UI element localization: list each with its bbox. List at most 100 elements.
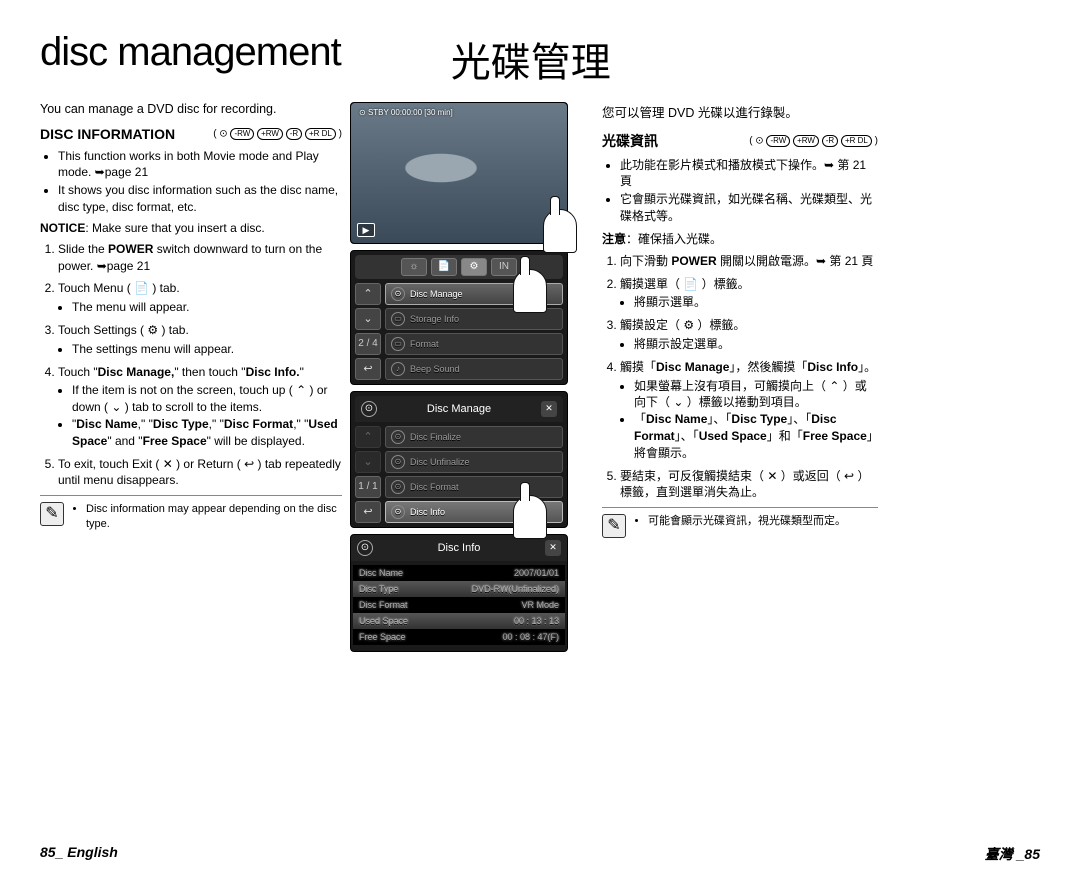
- step-2: 觸摸選單（ 📄 ）標籤。 將顯示選單。: [620, 276, 878, 312]
- screen-title: Disc Info: [438, 542, 481, 554]
- page-footer: 85_ English 臺灣 _85: [40, 844, 1040, 864]
- disc-type-icons: ( ⊙ -RW +RW -R +R DL ): [749, 135, 878, 147]
- bullet-item: It shows you disc information such as th…: [58, 182, 342, 214]
- tab-menu-icon[interactable]: 📄: [431, 258, 457, 276]
- note-icon: ✎: [602, 514, 626, 538]
- substep: "Disc Name," "Disc Type," "Disc Format,"…: [72, 416, 342, 450]
- screen-header: ⊙ Disc Manage ✕: [355, 396, 563, 422]
- step-1: 向下滑動 POWER 開關以開啟電源。➥ 第 21 頁: [620, 253, 878, 270]
- disc-type-icons: ( ⊙ -RW +RW -R +R DL ): [213, 128, 342, 140]
- menu-side-left: ⌃ ⌄ 1 / 1 ↩: [355, 426, 381, 523]
- close-button[interactable]: ✕: [545, 540, 561, 556]
- tab-brightness-icon[interactable]: ☼: [401, 258, 427, 276]
- sound-icon: ♪: [391, 362, 405, 376]
- step-1: Slide the POWER switch downward to turn …: [58, 241, 342, 275]
- columns: You can manage a DVD disc for recording.…: [40, 102, 1040, 652]
- disc-info-table: Disc Name2007/01/01 Disc TypeDVD-RW(Unfi…: [351, 561, 567, 651]
- info-row: Disc Name2007/01/01: [353, 565, 565, 581]
- menu-side-left: ⌃ ⌄ 2 / 4 ↩: [355, 283, 381, 380]
- info-row: Free Space00 : 08 : 47(F): [353, 629, 565, 645]
- hand-pointer-icon: [513, 269, 547, 313]
- disc-icon: ⊙: [357, 540, 373, 556]
- left-column: You can manage a DVD disc for recording.…: [40, 102, 350, 652]
- return-button[interactable]: ↩: [355, 358, 381, 380]
- title-chinese: 光碟管理: [451, 30, 611, 88]
- substep: 如果螢幕上沒有項目，可觸摸向上（ ⌃ ）或向下（ ⌄ ）標籤以捲動到項目。: [634, 378, 878, 412]
- bullet-item: 它會顯示光碟資訊，如光碟名稱、光碟類型、光碟格式等。: [620, 191, 878, 223]
- step-3: Touch Settings ( ⚙ ) tab. The settings m…: [58, 322, 342, 358]
- disc-icon: ⊙: [391, 455, 405, 469]
- screen-title: Disc Manage: [427, 403, 491, 415]
- notice-text: ：確保插入光碟。: [626, 232, 722, 246]
- substep: 將顯示設定選單。: [634, 336, 878, 353]
- play-tab-icon[interactable]: ▶: [357, 223, 375, 237]
- notice-label: NOTICE: [40, 221, 85, 235]
- page: disc management 光碟管理 You can manage a DV…: [0, 0, 1080, 652]
- substep: 將顯示選單。: [634, 294, 878, 311]
- menu-item-format[interactable]: ⊙Disc Format: [385, 476, 563, 498]
- tab-storage-icon[interactable]: IN: [491, 258, 517, 276]
- bullets-zh: 此功能在影片模式和播放模式下操作。➥ 第 21 頁 它會顯示光碟資訊，如光碟名稱…: [602, 157, 878, 224]
- disc-icon: ⊙: [361, 401, 377, 417]
- bullet-item: This function works in both Movie mode a…: [58, 148, 342, 180]
- note-box-zh: ✎ 可能會顯示光碟資訊，視光碟類型而定。: [602, 507, 878, 538]
- info-row: Used Space00 : 13 : 13: [353, 613, 565, 629]
- note-text: 可能會顯示光碟資訊，視光碟類型而定。: [634, 514, 846, 538]
- status-bar: ⊙ STBY 00:00:00 [30 min]: [359, 108, 559, 117]
- section-title-zh: 光碟資訊: [602, 131, 658, 151]
- page-titles: disc management 光碟管理: [40, 30, 1040, 88]
- scroll-up-button[interactable]: ⌃: [355, 426, 381, 448]
- preview-screen: ⊙ STBY 00:00:00 [30 min] ▶: [350, 102, 568, 244]
- intro-text-en: You can manage a DVD disc for recording.: [40, 102, 342, 116]
- substep: The settings menu will appear.: [72, 341, 342, 358]
- section-header-en: DISC INFORMATION ( ⊙ -RW +RW -R +R DL ): [40, 126, 342, 142]
- section-header-zh: 光碟資訊 ( ⊙ -RW +RW -R +R DL ): [602, 131, 878, 151]
- camera-preview: ⊙ STBY 00:00:00 [30 min] ▶: [351, 103, 567, 243]
- menu-item-finalize[interactable]: ⊙Disc Finalize: [385, 426, 563, 448]
- page-counter: 2 / 4: [355, 333, 381, 355]
- scroll-down-button[interactable]: ⌄: [355, 308, 381, 330]
- note-text: Disc information may appear depending on…: [72, 502, 342, 532]
- substep: 「Disc Name」、「Disc Type」、「Disc Format」、「U…: [634, 411, 878, 461]
- right-column: 您可以管理 DVD 光碟以進行錄製。 光碟資訊 ( ⊙ -RW +RW -R +…: [568, 102, 878, 652]
- preview-image: [381, 138, 511, 193]
- notice-label: 注意: [602, 232, 626, 246]
- disc-icon: ⊙: [391, 480, 405, 494]
- step-3: 觸摸設定（ ⚙ ）標籤。 將顯示設定選單。: [620, 317, 878, 353]
- step-5: 要結束，可反復觸摸結束（ ✕ ）或返回（ ↩ ）標籤，直到選單消失為止。: [620, 468, 878, 502]
- footer-left: 85_ English: [40, 844, 118, 864]
- scroll-down-button[interactable]: ⌄: [355, 451, 381, 473]
- storage-icon: ▭: [391, 312, 405, 326]
- disc-icon: ⊙: [391, 505, 405, 519]
- disc-manage-screen: ⊙ Disc Manage ✕ ⌃ ⌄ 1 / 1 ↩ ⊙Disc Finali…: [350, 391, 568, 528]
- steps-zh: 向下滑動 POWER 開關以開啟電源。➥ 第 21 頁 觸摸選單（ 📄 ）標籤。…: [602, 253, 878, 501]
- disc-icon: ⊙: [391, 287, 405, 301]
- center-column: ⊙ STBY 00:00:00 [30 min] ▶ ☼ 📄 ⚙ IN: [350, 102, 568, 652]
- menu-item-unfinalize[interactable]: ⊙Disc Unfinalize: [385, 451, 563, 473]
- info-row: Disc FormatVR Mode: [353, 597, 565, 613]
- hand-pointer-icon: [513, 495, 547, 539]
- notice-zh: 注意：確保插入光碟。: [602, 230, 878, 247]
- title-english: disc management: [40, 30, 341, 88]
- notice-text: : Make sure that you insert a disc.: [85, 221, 264, 235]
- section-title-en: DISC INFORMATION: [40, 126, 175, 142]
- close-button[interactable]: ✕: [541, 401, 557, 417]
- menu-item-format[interactable]: ▭Format: [385, 333, 563, 355]
- status-left: ⊙ STBY 00:00:00 [30 min]: [359, 108, 453, 117]
- return-button[interactable]: ↩: [355, 501, 381, 523]
- note-icon: ✎: [40, 502, 64, 526]
- bullets-en: This function works in both Movie mode a…: [40, 148, 342, 215]
- scroll-up-button[interactable]: ⌃: [355, 283, 381, 305]
- step-4: 觸摸「Disc Manage」，然後觸摸「Disc Info」。 如果螢幕上沒有…: [620, 359, 878, 462]
- step-4-text: Touch "Disc Manage," then touch "Disc In…: [58, 365, 304, 379]
- substep: The menu will appear.: [72, 299, 342, 316]
- footer-right: 臺灣 _85: [985, 844, 1040, 864]
- disc-info-screen: ⊙ Disc Info ✕ Disc Name2007/01/01 Disc T…: [350, 534, 568, 652]
- note-box-en: ✎ Disc information may appear depending …: [40, 495, 342, 532]
- info-row: Disc TypeDVD-RW(Unfinalized): [353, 581, 565, 597]
- step-2: Touch Menu ( 📄 ) tab. The menu will appe…: [58, 280, 342, 316]
- hand-pointer-icon: [543, 209, 577, 253]
- menu-item-beep[interactable]: ♪Beep Sound: [385, 358, 563, 380]
- tab-settings-icon[interactable]: ⚙: [461, 258, 487, 276]
- substep: If the item is not on the screen, touch …: [72, 382, 342, 416]
